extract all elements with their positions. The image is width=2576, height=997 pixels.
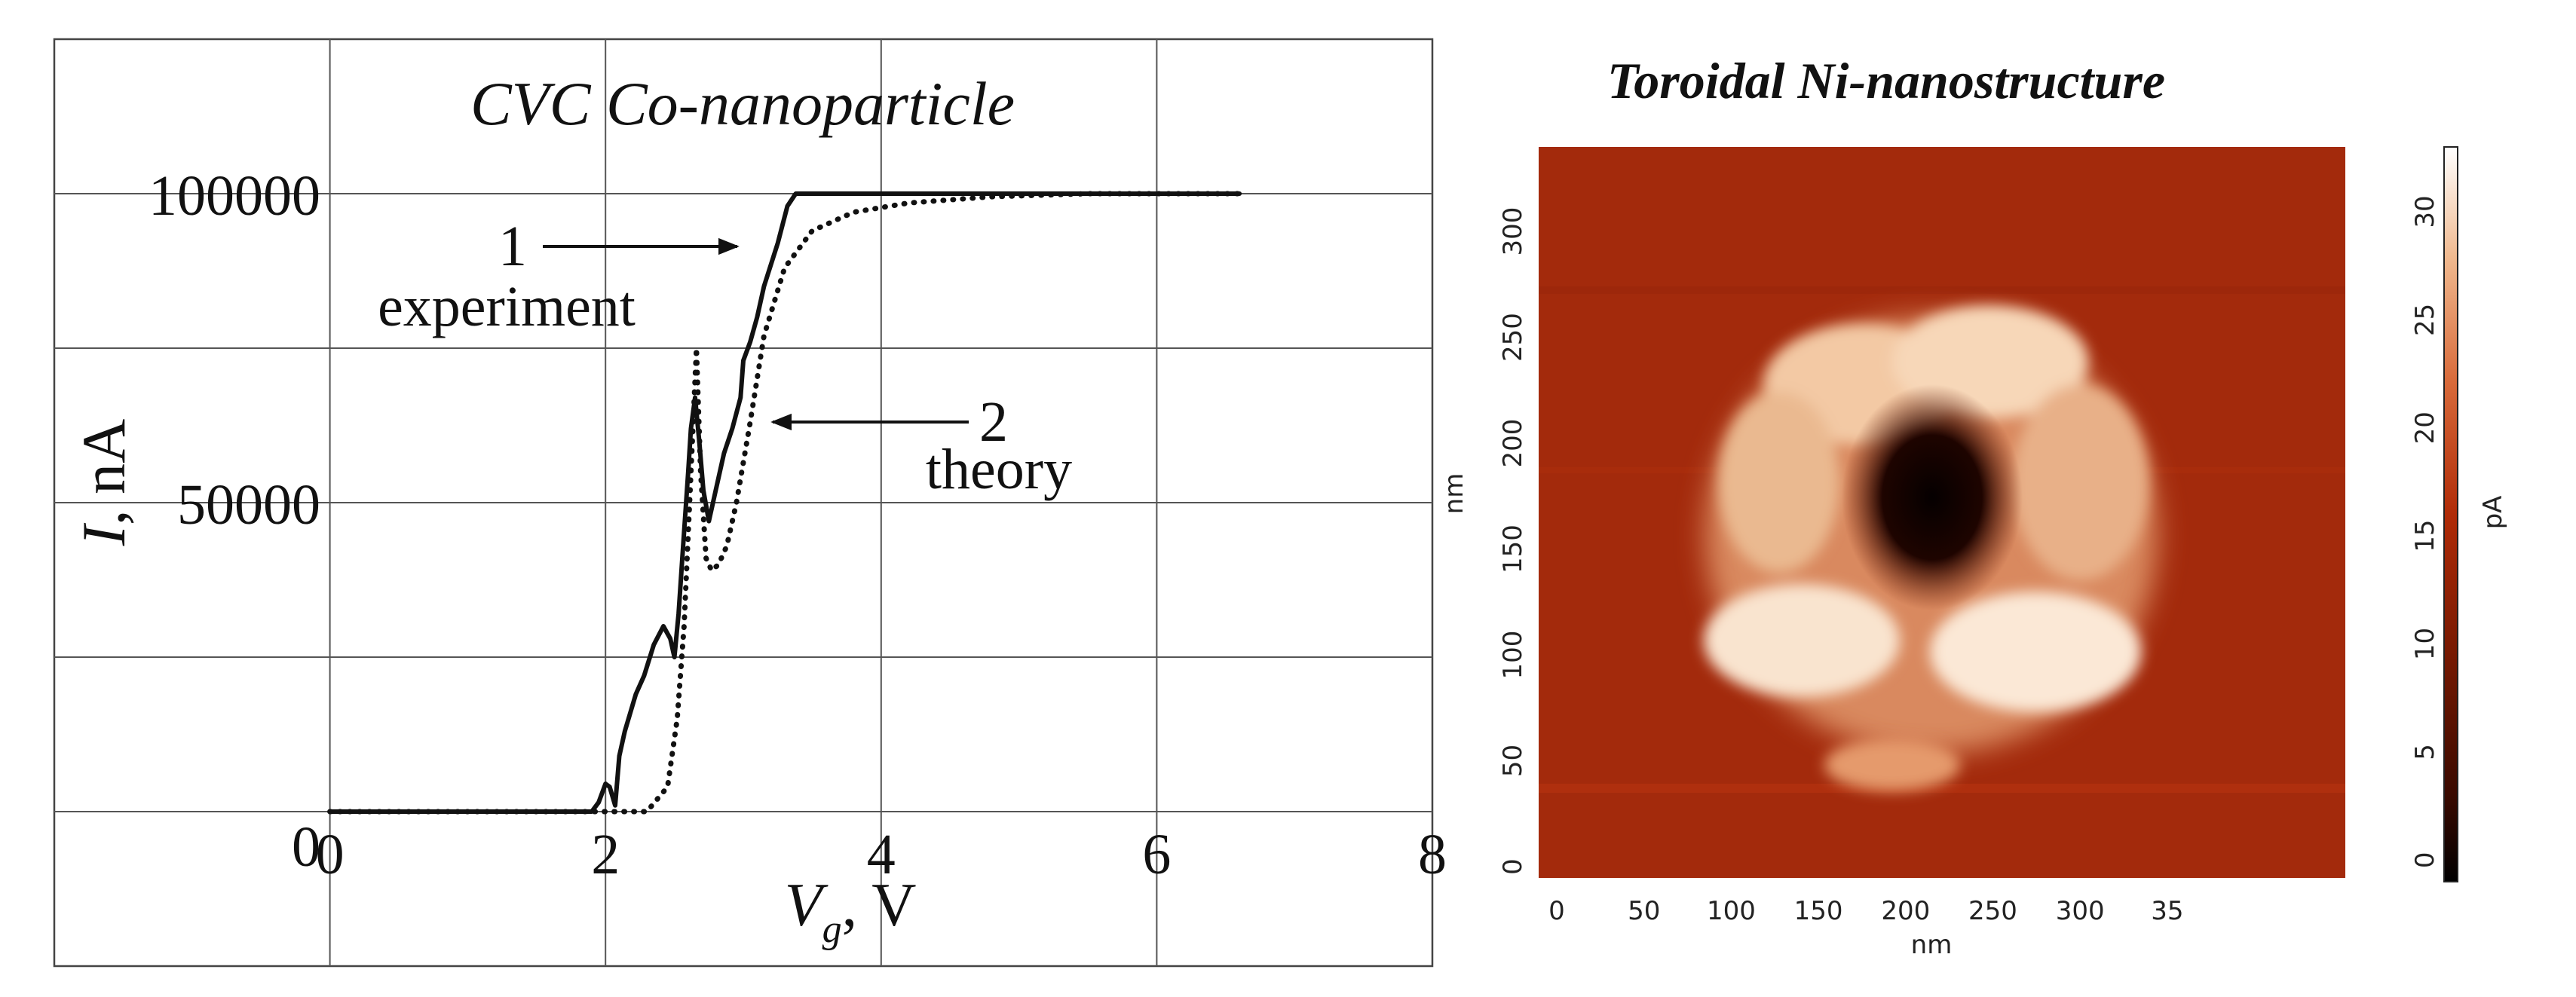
heatmap-title: Toroidal Ni-nanostructure	[1607, 52, 2165, 109]
heatmap-y-ticks: 0 50 100 150 200 250 300	[1498, 207, 1528, 875]
colorbar-tick: 30	[2410, 195, 2440, 228]
colorbar-ticks: 0 5 10 15 20 25 30	[2410, 195, 2440, 868]
heatmap-y-tick: 150	[1498, 524, 1528, 573]
heatmap-y-tick: 0	[1498, 858, 1528, 875]
x-tick-labels: 0 2 4 6 8	[316, 823, 1447, 886]
heatmap-image	[1539, 147, 2345, 878]
heatmap-x-tick: 0	[1548, 896, 1565, 926]
heatmap-x-tick: 50	[1628, 896, 1660, 926]
y-tick-labels: 0 50000 100000	[149, 164, 320, 879]
heatmap-x-tick: 300	[2056, 896, 2105, 926]
heatmap-x-tick: 250	[1968, 896, 2017, 926]
chart-title: CVC Co-nanoparticle	[470, 69, 1015, 138]
x-tick-label: 0	[316, 823, 345, 886]
x-tick-label: 2	[591, 823, 620, 886]
x-tick-label: 4	[867, 823, 896, 886]
x-tick-label: 8	[1418, 823, 1447, 886]
colorbar-tick: 5	[2410, 744, 2440, 760]
chart-series	[327, 191, 1242, 815]
cvc-chart: 0 2 4 6 8 0 50000 100000 CVC Co-nanoparticle 1…	[53, 38, 1447, 968]
annotation-2-number: 2	[979, 390, 1008, 454]
heatmap-x-tick: 100	[1707, 896, 1756, 926]
y-axis-label: I, nA	[69, 419, 138, 547]
y-tick-label: 50000	[177, 473, 320, 537]
heatmap-y-tick: 50	[1498, 745, 1528, 777]
series-theory	[327, 191, 1242, 815]
x-axis-label: Vg, V	[785, 870, 917, 951]
y-tick-label: 100000	[149, 164, 320, 228]
x-tick-label: 6	[1142, 823, 1171, 886]
heatmap-y-tick: 300	[1498, 207, 1528, 256]
heatmap-y-tick: 200	[1498, 419, 1528, 468]
colorbar-tick: 0	[2410, 852, 2440, 869]
colorbar-tick: 10	[2410, 628, 2440, 660]
colorbar	[2443, 146, 2458, 882]
heatmap-x-tick: 150	[1794, 896, 1843, 926]
heatmap-y-tick: 250	[1498, 313, 1528, 362]
heatmap-x-ticks: 0 50 100 150 200 250 300 35	[1548, 896, 2183, 926]
heatmap-x-label: nm	[1911, 930, 1953, 960]
colorbar-label: pA	[2478, 496, 2508, 530]
annotation-2-label: theory	[926, 438, 1072, 501]
heatmap-x-tick: 35	[2151, 896, 2183, 926]
colorbar-tick: 20	[2410, 411, 2440, 444]
colorbar-tick: 25	[2410, 304, 2440, 336]
heatmap-y-label: nm	[1439, 473, 1469, 515]
heatmap-x-tick: 200	[1881, 896, 1930, 926]
y-tick-label: 0	[292, 815, 320, 879]
heatmap-y-tick: 100	[1498, 631, 1528, 680]
heatmap-chart: Toroidal Ni-nanostructure 0 5	[1439, 52, 2508, 960]
annotation-1-number: 1	[498, 215, 527, 278]
annotation-1-label: experiment	[378, 275, 636, 338]
colorbar-tick: 15	[2410, 520, 2440, 552]
